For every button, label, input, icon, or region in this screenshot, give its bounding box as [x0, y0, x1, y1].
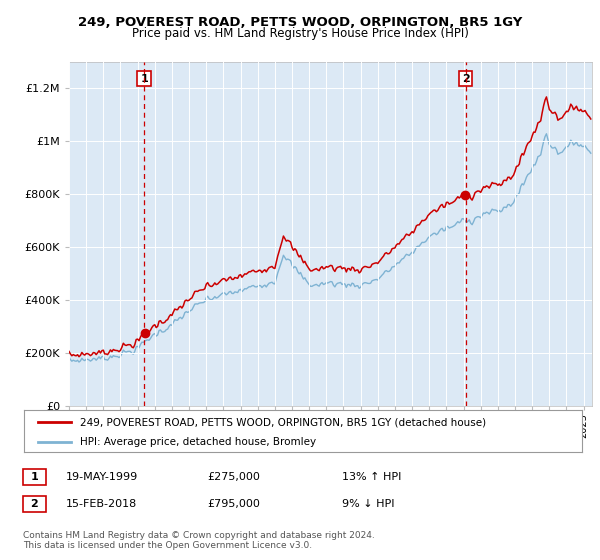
Text: 2: 2 [462, 74, 469, 83]
Text: HPI: Average price, detached house, Bromley: HPI: Average price, detached house, Brom… [80, 437, 316, 447]
Text: 9% ↓ HPI: 9% ↓ HPI [342, 499, 395, 509]
Text: 2: 2 [31, 499, 38, 509]
Text: 249, POVEREST ROAD, PETTS WOOD, ORPINGTON, BR5 1GY (detached house): 249, POVEREST ROAD, PETTS WOOD, ORPINGTO… [80, 417, 486, 427]
Text: 1: 1 [140, 74, 148, 83]
Text: £795,000: £795,000 [207, 499, 260, 509]
Text: 1: 1 [31, 472, 38, 482]
Text: 19-MAY-1999: 19-MAY-1999 [66, 472, 138, 482]
Text: £275,000: £275,000 [207, 472, 260, 482]
Text: Contains HM Land Registry data © Crown copyright and database right 2024.
This d: Contains HM Land Registry data © Crown c… [23, 531, 374, 550]
Text: 13% ↑ HPI: 13% ↑ HPI [342, 472, 401, 482]
Text: 249, POVEREST ROAD, PETTS WOOD, ORPINGTON, BR5 1GY: 249, POVEREST ROAD, PETTS WOOD, ORPINGTO… [78, 16, 522, 29]
Text: 15-FEB-2018: 15-FEB-2018 [66, 499, 137, 509]
Text: Price paid vs. HM Land Registry's House Price Index (HPI): Price paid vs. HM Land Registry's House … [131, 27, 469, 40]
